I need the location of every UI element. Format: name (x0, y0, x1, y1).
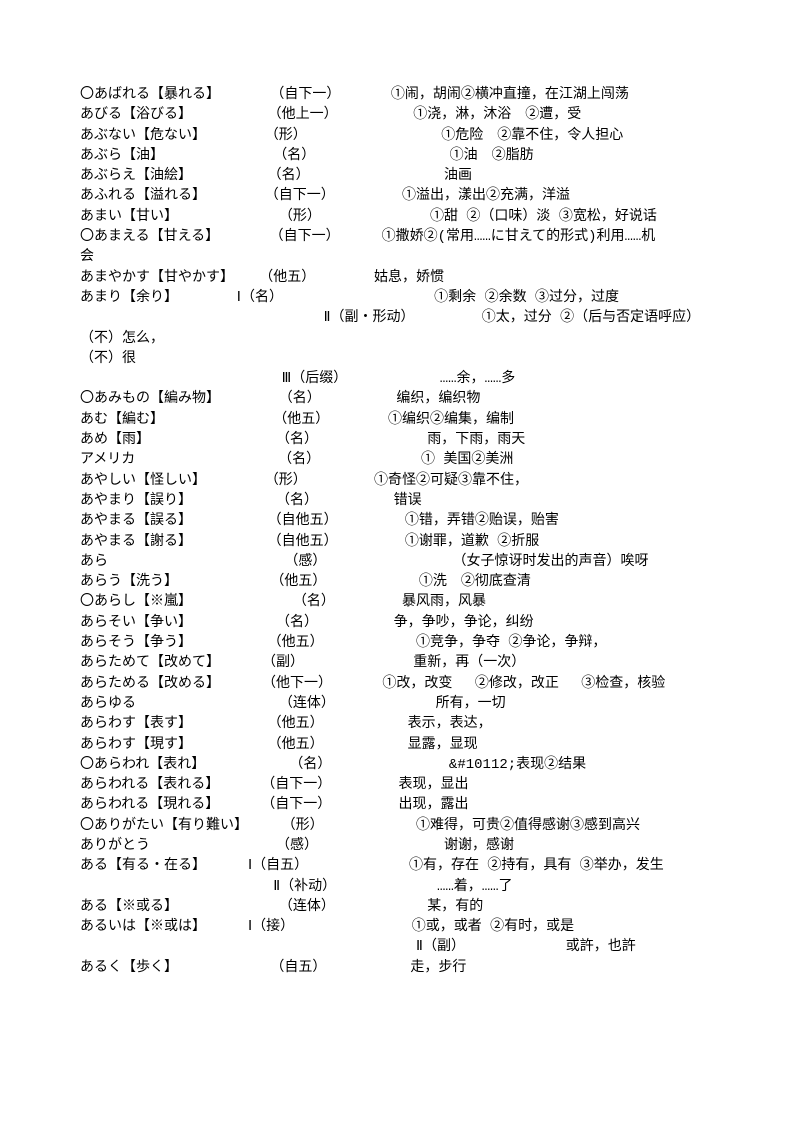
text-line: あやまる【誤る】 （自他五） ①错，弄错②贻误，贻害 (80, 511, 714, 531)
text-line: 〇あらわれ【表れ】 （名） &#10112;表现②结果 (80, 755, 714, 775)
text-line: あめ【雨】 （名） 雨，下雨，雨天 (80, 430, 714, 450)
text-line: Ⅱ（副） 或許，也許 (80, 937, 714, 957)
text-line: （不）怎么， (80, 329, 714, 349)
text-line: 〇あみもの【編み物】 （名） 编织，编织物 (80, 389, 714, 409)
text-line: （不）很 (80, 349, 714, 369)
text-line: あむ【編む】 （他五） ①编织②编集，编制 (80, 410, 714, 430)
text-content: 〇あばれる【暴れる】 （自下一） ①闹，胡闹②横冲直撞，在江湖上闯荡あびる【浴び… (80, 85, 714, 978)
text-line: Ⅲ（后缀） ……余，……多 (80, 369, 714, 389)
text-line: あぶら【油】 （名） ①油 ②脂肪 (80, 146, 714, 166)
text-line: 〇あまえる【甘える】 （自下一） ①撒娇②(常用……に甘えて的形式)利用……机 (80, 227, 714, 247)
text-line: あふれる【溢れる】 （自下一） ①溢出，漾出②充满，洋溢 (80, 186, 714, 206)
text-line: アメリカ （名） ① 美国②美洲 (80, 450, 714, 470)
text-line: あらわれる【現れる】 （自下一） 出现，露出 (80, 795, 714, 815)
text-line: ある【有る・在る】 Ⅰ（自五） ①有，存在 ②持有，具有 ③举办，发生 (80, 856, 714, 876)
text-line: ある【※或る】 （连体） 某，有的 (80, 897, 714, 917)
text-line: あやまり【誤り】 （名） 错误 (80, 491, 714, 511)
text-line: あまやかす【甘やかす】 （他五） 姑息，娇惯 (80, 268, 714, 288)
text-line: Ⅱ（补动） ……着，……了 (80, 877, 714, 897)
text-line: 〇あらし【※嵐】 （名） 暴风雨，风暴 (80, 592, 714, 612)
text-line: あやまる【謝る】 （自他五） ①谢罪，道歉 ②折服 (80, 532, 714, 552)
text-line: あらためる【改める】 （他下一） ①改，改变 ②修改，改正 ③检查，核验 (80, 674, 714, 694)
text-line: あらゆる （连体） 所有，一切 (80, 694, 714, 714)
text-line: あるく【歩く】 （自五） 走，步行 (80, 958, 714, 978)
text-line: Ⅱ（副・形动） ①太，过分 ②（后与否定语呼应） (80, 308, 714, 328)
text-line: あらわす【現す】 （他五） 显露，显现 (80, 735, 714, 755)
text-line: あるいは【※或は】 Ⅰ（接） ①或，或者 ②有时，或是 (80, 917, 714, 937)
text-line: 〇あばれる【暴れる】 （自下一） ①闹，胡闹②横冲直撞，在江湖上闯荡 (80, 85, 714, 105)
text-line: あまり【余り】 Ⅰ（名） ①剩余 ②余数 ③过分，过度 (80, 288, 714, 308)
text-line: あやしい【怪しい】 （形） ①奇怪②可疑③靠不住， (80, 471, 714, 491)
text-line: 〇ありがたい【有り難い】 （形） ①难得，可贵②值得感谢③感到高兴 (80, 816, 714, 836)
text-line: あらそい【争い】 （名） 争，争吵，争论，纠纷 (80, 613, 714, 633)
text-line: あぶらえ【油絵】 （名） 油画 (80, 166, 714, 186)
text-line: ありがとう （感） 谢谢，感谢 (80, 836, 714, 856)
text-line: あら （感） （女子惊讶时发出的声音）唉呀 (80, 552, 714, 572)
document-page: 〇あばれる【暴れる】 （自下一） ①闹，胡闹②横冲直撞，在江湖上闯荡あびる【浴び… (0, 0, 794, 1018)
text-line: あびる【浴びる】 （他上一） ①浇，淋，沐浴 ②遭，受 (80, 105, 714, 125)
text-line: あらう【洗う】 （他五） ①洗 ②彻底查清 (80, 572, 714, 592)
text-line: あらわれる【表れる】 （自下一） 表现，显出 (80, 775, 714, 795)
text-line: あまい【甘い】 （形） ①甜 ②（口味）淡 ③宽松，好说话 (80, 207, 714, 227)
text-line: 会 (80, 247, 714, 267)
text-line: あらそう【争う】 （他五） ①竞争，争夺 ②争论，争辩， (80, 633, 714, 653)
text-line: あらためて【改めて】 （副） 重新，再（一次） (80, 653, 714, 673)
text-line: あらわす【表す】 （他五） 表示，表达， (80, 714, 714, 734)
text-line: あぶない【危ない】 （形） ①危险 ②靠不住，令人担心 (80, 126, 714, 146)
